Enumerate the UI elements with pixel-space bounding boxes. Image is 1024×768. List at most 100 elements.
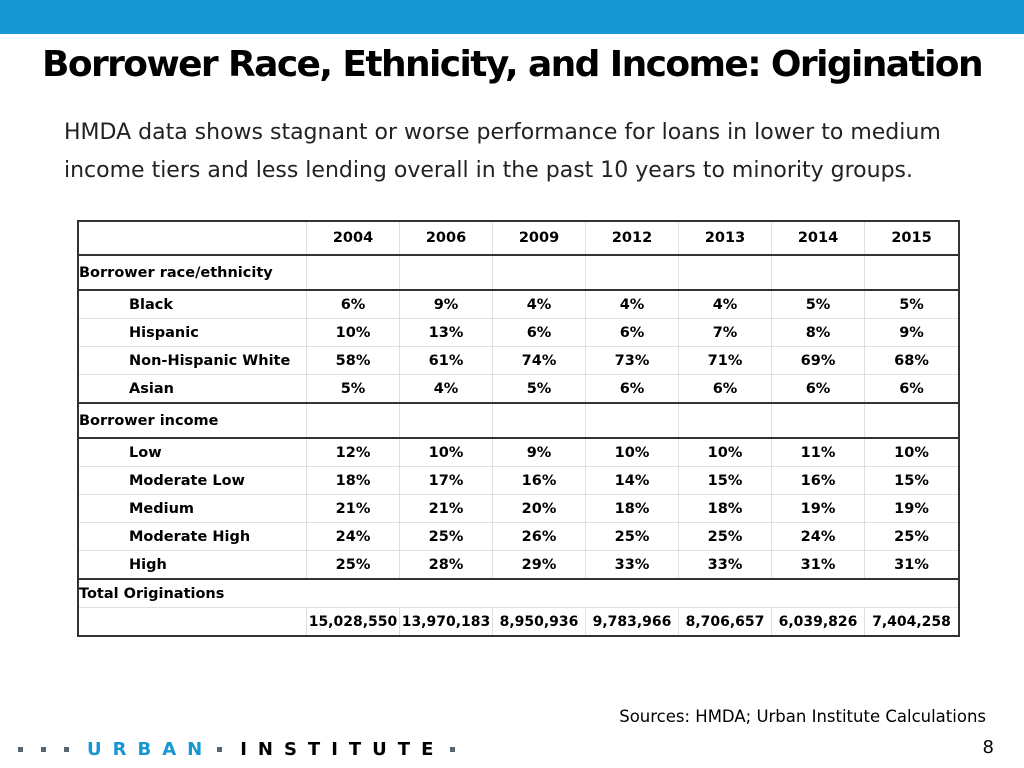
section-label: Borrower race/ethnicity [77,254,307,291]
row-label: Non-Hispanic White [77,346,307,375]
table-cell: 28% [399,550,493,580]
table-cell: 4% [399,374,493,404]
table-cell: 5% [771,289,865,319]
table-cell: 18% [678,494,772,523]
table-cell: 4% [492,289,586,319]
table-cell: 25% [399,522,493,551]
table-cell: 13% [399,318,493,347]
table-cell: 10% [585,437,679,467]
logo-dot [41,746,46,752]
table-cell: 10% [399,437,493,467]
table-cell: 26% [492,522,586,551]
table-cell: 19% [864,494,959,523]
table-row: Low 12% 10% 9% 10% 10% 11% 10% [77,437,959,467]
table-row: Asian 5% 4% 5% 6% 6% 6% 6% [77,374,959,404]
table-cell: 11% [771,437,865,467]
section-label: Borrower income [77,402,307,439]
row-label: Hispanic [77,318,307,347]
row-label: Low [77,437,307,467]
year-header: 2015 [864,220,959,256]
table-cell: 33% [678,550,772,580]
table-cell: 5% [306,374,400,404]
row-label: Moderate High [77,522,307,551]
table-cell: 24% [771,522,865,551]
table-row: Medium 21% 21% 20% 18% 18% 19% 19% [77,494,959,523]
year-header: 2009 [492,220,586,256]
table-cell: 6% [306,289,400,319]
total-cell: 8,706,657 [678,607,772,636]
table-cell: 4% [678,289,772,319]
total-cell: 15,028,550 [306,607,400,636]
table-cell: 10% [306,318,400,347]
table-cell: 68% [864,346,959,375]
year-header: 2013 [678,220,772,256]
table-row: Moderate High 24% 25% 26% 25% 25% 24% 25… [77,522,959,551]
logo-dot [450,746,456,752]
row-label: Asian [77,374,307,404]
origination-table: 2004 2006 2009 2012 2013 2014 2015 Borro… [77,220,959,636]
total-cell: 8,950,936 [492,607,586,636]
row-label: Moderate Low [77,466,307,495]
table-cell: 18% [306,466,400,495]
table-cell: 4% [585,289,679,319]
row-label: Medium [77,494,307,523]
table-row: Hispanic 10% 13% 6% 6% 7% 8% 9% [77,318,959,347]
table-cell: 10% [678,437,772,467]
total-cell: 6,039,826 [771,607,865,636]
table-row: Black 6% 9% 4% 4% 4% 5% 5% [77,289,959,319]
table-cell: 7% [678,318,772,347]
slide-title: Borrower Race, Ethnicity, and Income: Or… [42,44,984,85]
top-accent-bar [0,0,1024,34]
table-cell: 20% [492,494,586,523]
total-blank-cell [77,607,307,636]
year-header: 2006 [399,220,493,256]
year-header-row: 2004 2006 2009 2012 2013 2014 2015 [77,220,959,256]
table-cell: 58% [306,346,400,375]
table-cell: 18% [585,494,679,523]
header-blank-cell [77,220,307,256]
table-cell: 9% [399,289,493,319]
table-cell: 61% [399,346,493,375]
table-cell: 6% [771,374,865,404]
table-cell: 15% [864,466,959,495]
total-cell: 7,404,258 [864,607,959,636]
table-cell: 6% [585,318,679,347]
logo-dot [217,746,223,752]
table-cell: 25% [678,522,772,551]
table-cell: 31% [771,550,865,580]
table-cell: 21% [399,494,493,523]
logo-word-institute: INSTITUTE [240,738,445,760]
total-cell: 9,783,966 [585,607,679,636]
table-cell: 6% [678,374,772,404]
table-cell: 8% [771,318,865,347]
table-cell: 24% [306,522,400,551]
logo-dot [64,746,69,752]
year-header: 2004 [306,220,400,256]
table-cell: 31% [864,550,959,580]
table-row: High 25% 28% 29% 33% 33% 31% 31% [77,550,959,580]
table-cell: 25% [585,522,679,551]
logo-dot [18,746,23,752]
table-cell: 17% [399,466,493,495]
table-cell: 21% [306,494,400,523]
table-cell: 16% [492,466,586,495]
table-cell: 74% [492,346,586,375]
total-values-row: 15,028,550 13,970,183 8,950,936 9,783,96… [77,607,959,636]
table-cell: 33% [585,550,679,580]
table-cell: 73% [585,346,679,375]
table-cell: 9% [864,318,959,347]
table-cell: 12% [306,437,400,467]
source-note: Sources: HMDA; Urban Institute Calculati… [619,707,986,726]
table-cell: 16% [771,466,865,495]
table-cell: 25% [864,522,959,551]
year-header: 2012 [585,220,679,256]
table-cell: 71% [678,346,772,375]
table-cell: 14% [585,466,679,495]
table-cell: 10% [864,437,959,467]
table-cell: 6% [585,374,679,404]
table-row: Moderate Low 18% 17% 16% 14% 15% 16% 15% [77,466,959,495]
year-header: 2014 [771,220,865,256]
section-row-income: Borrower income [77,402,959,439]
table-cell: 6% [864,374,959,404]
page-number: 8 [982,737,994,758]
